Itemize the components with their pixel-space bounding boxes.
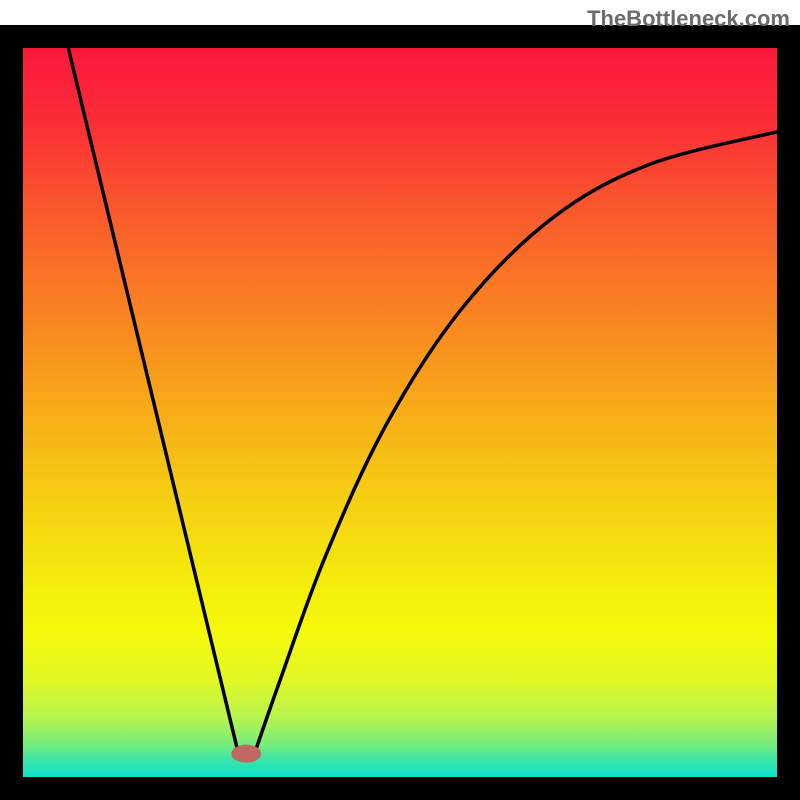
minimum-marker	[231, 745, 261, 763]
curve-layer	[23, 48, 777, 777]
v-curve	[68, 48, 777, 751]
plot-area	[23, 48, 777, 777]
watermark-text: TheBottleneck.com	[587, 6, 790, 32]
chart-stage: TheBottleneck.com	[0, 0, 800, 800]
